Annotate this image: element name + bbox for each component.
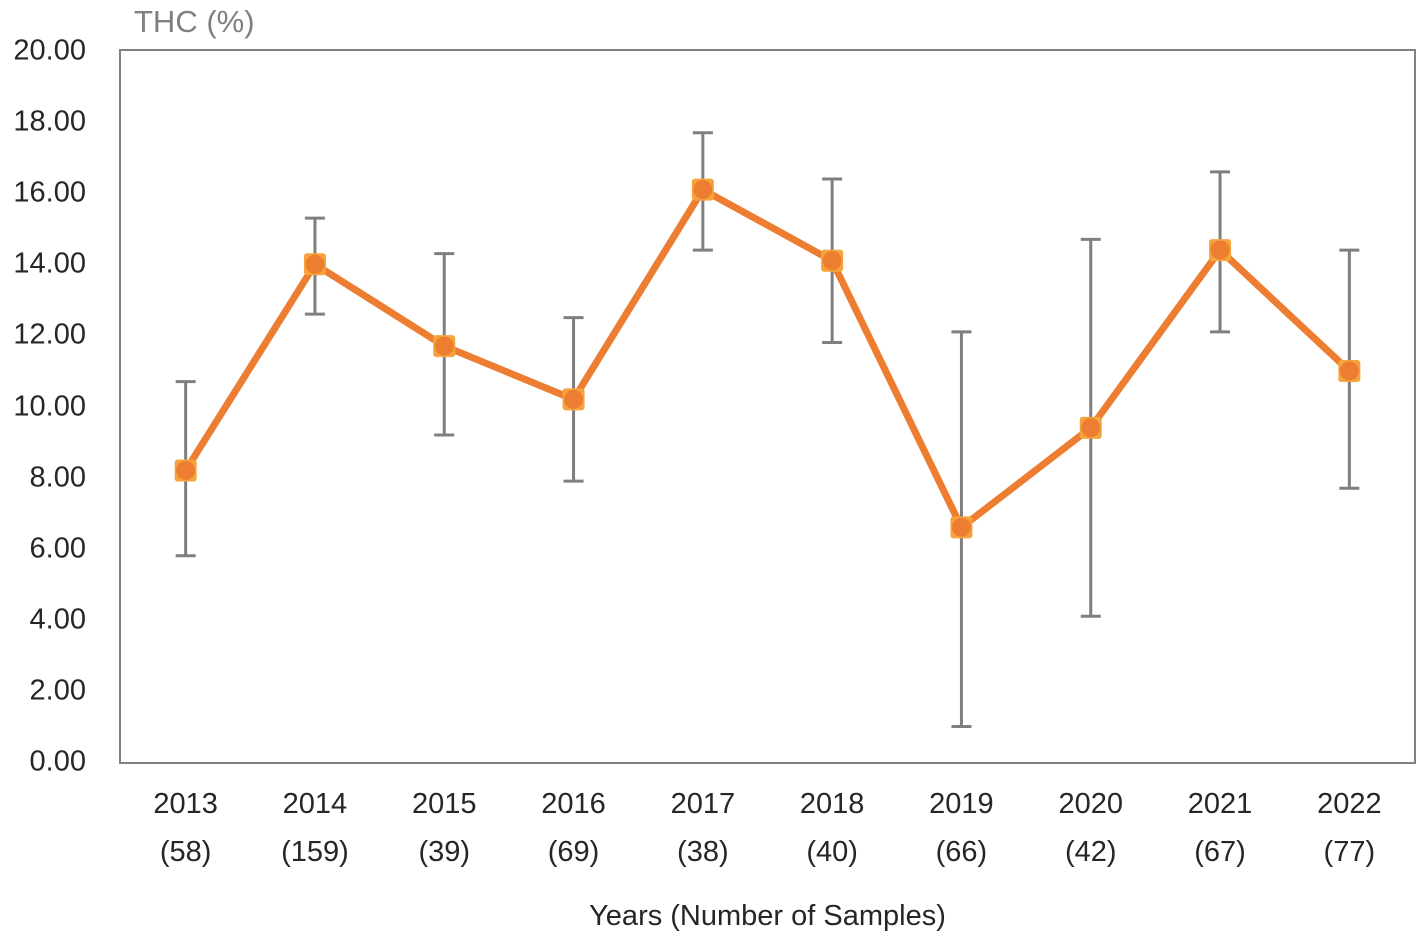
x-axis-tick-label: 2021 (67) (1140, 780, 1300, 876)
plot-area (119, 49, 1416, 764)
x-tick-year: 2019 (929, 788, 994, 820)
y-axis-tick-label: 10.00 (13, 390, 86, 422)
marker-dot (951, 517, 971, 537)
x-axis-tick-label: 2015 (39) (364, 780, 524, 876)
x-tick-sample-count: (40) (806, 836, 858, 868)
y-axis-unit-title: THC (%) (134, 4, 255, 39)
x-tick-sample-count: (67) (1194, 836, 1246, 868)
x-axis-tick-label: 2022 (77) (1269, 780, 1421, 876)
x-tick-sample-count: (77) (1323, 836, 1376, 868)
x-tick-year: 2021 (1187, 788, 1253, 820)
marker-dot (434, 336, 454, 356)
data-point-marker (174, 459, 197, 482)
marker-dot (1081, 418, 1101, 438)
y-axis-tick-label: 0.00 (29, 745, 86, 778)
x-tick-sample-count: (39) (418, 836, 471, 868)
x-axis-tick-label: 2019 (66) (881, 780, 1041, 876)
thc-series-line (182, 186, 1353, 531)
data-point-marker (950, 516, 973, 539)
y-axis-tick-label: 2.00 (29, 674, 86, 707)
x-axis-tick-label: 2014 (159) (235, 780, 395, 876)
data-point-marker (303, 253, 326, 276)
data-point-marker (1209, 239, 1232, 262)
y-axis-tick-label: 4.00 (29, 603, 86, 636)
x-tick-sample-count: (159) (281, 836, 349, 868)
data-point-marker (562, 388, 585, 411)
x-tick-year: 2016 (541, 788, 606, 820)
data-point-marker (433, 335, 456, 358)
x-axis-title: Years (Number of Samples) (589, 900, 946, 932)
marker-dot (176, 460, 196, 480)
y-axis-tick-label: 8.00 (29, 461, 86, 494)
data-point-marker (1079, 416, 1102, 439)
x-axis-tick-label: 2018 (40) (752, 780, 912, 876)
data-point-marker (821, 249, 844, 272)
y-axis-tick-label: 14.00 (13, 247, 86, 280)
x-tick-sample-count: (69) (547, 836, 600, 868)
marker-dot (693, 180, 713, 200)
marker-dot (305, 254, 325, 274)
marker-dot (822, 251, 842, 271)
x-tick-sample-count: (58) (159, 836, 212, 868)
x-tick-year: 2013 (153, 788, 218, 820)
data-series-svg (174, 131, 1361, 728)
x-tick-year: 2017 (670, 788, 736, 820)
y-axis-tick-label: 20.00 (13, 34, 86, 67)
x-axis-tick-label: 2017 (38) (623, 780, 783, 876)
marker-dot (564, 389, 584, 409)
x-tick-year: 2022 (1317, 788, 1382, 820)
x-axis-tick-label: 2013 (58) (106, 780, 266, 876)
x-axis-tick-label: 2020 (42) (1011, 780, 1171, 876)
data-point-marker (1338, 359, 1361, 382)
data-point-marker (691, 178, 714, 201)
x-tick-sample-count: (66) (935, 836, 988, 868)
y-axis-tick-label: 16.00 (13, 176, 86, 209)
x-tick-sample-count: (42) (1064, 836, 1117, 868)
x-axis-tick-label: 2016 (69) (494, 780, 654, 876)
x-tick-sample-count: (38) (677, 836, 729, 868)
x-tick-year: 2015 (411, 788, 477, 820)
x-tick-year: 2014 (282, 788, 348, 820)
y-axis-tick-label: 18.00 (13, 105, 86, 138)
marker-dot (1210, 240, 1230, 260)
marker-dot (1339, 361, 1359, 381)
y-axis-tick-label: 12.00 (13, 318, 86, 351)
y-axis-tick-label: 6.00 (29, 532, 86, 565)
x-tick-year: 2020 (1058, 788, 1123, 820)
x-tick-year: 2018 (799, 788, 865, 820)
